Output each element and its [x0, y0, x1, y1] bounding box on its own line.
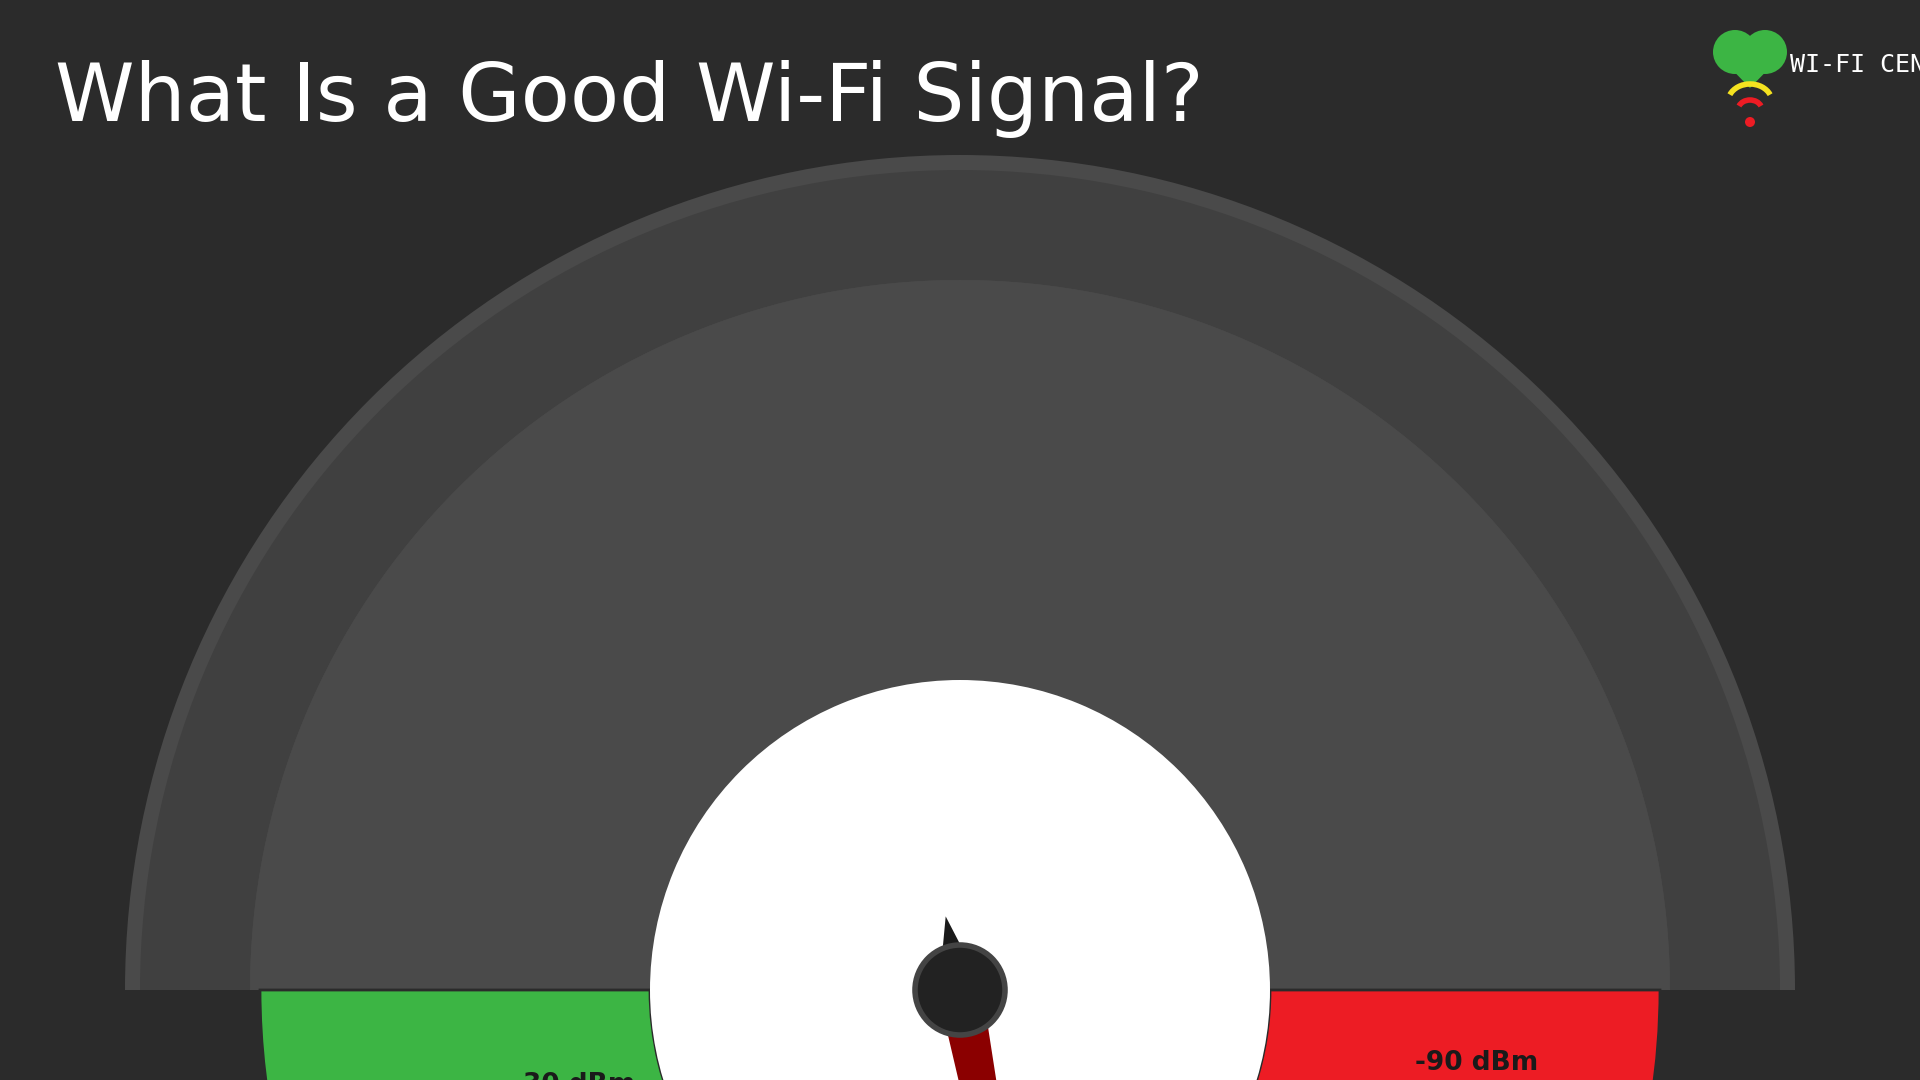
Circle shape: [916, 945, 1004, 1035]
Polygon shape: [939, 986, 1071, 1080]
Wedge shape: [1256, 990, 1661, 1080]
Polygon shape: [939, 916, 981, 995]
Text: What Is a Good Wi-Fi Signal?: What Is a Good Wi-Fi Signal?: [56, 60, 1204, 138]
Circle shape: [1713, 30, 1757, 75]
Text: WI-FI CENTRAL: WI-FI CENTRAL: [1789, 53, 1920, 77]
Text: -90 dBm
Unlikely connection: -90 dBm Unlikely connection: [1415, 1051, 1707, 1080]
Wedge shape: [250, 280, 1670, 990]
Wedge shape: [651, 680, 1269, 1080]
Text: -30 dBm
Perfect signal: -30 dBm Perfect signal: [513, 1071, 718, 1080]
Wedge shape: [140, 170, 1780, 990]
Wedge shape: [259, 990, 684, 1080]
Circle shape: [1743, 30, 1788, 75]
Circle shape: [1745, 117, 1755, 127]
Wedge shape: [125, 156, 1795, 990]
Polygon shape: [1715, 52, 1786, 87]
